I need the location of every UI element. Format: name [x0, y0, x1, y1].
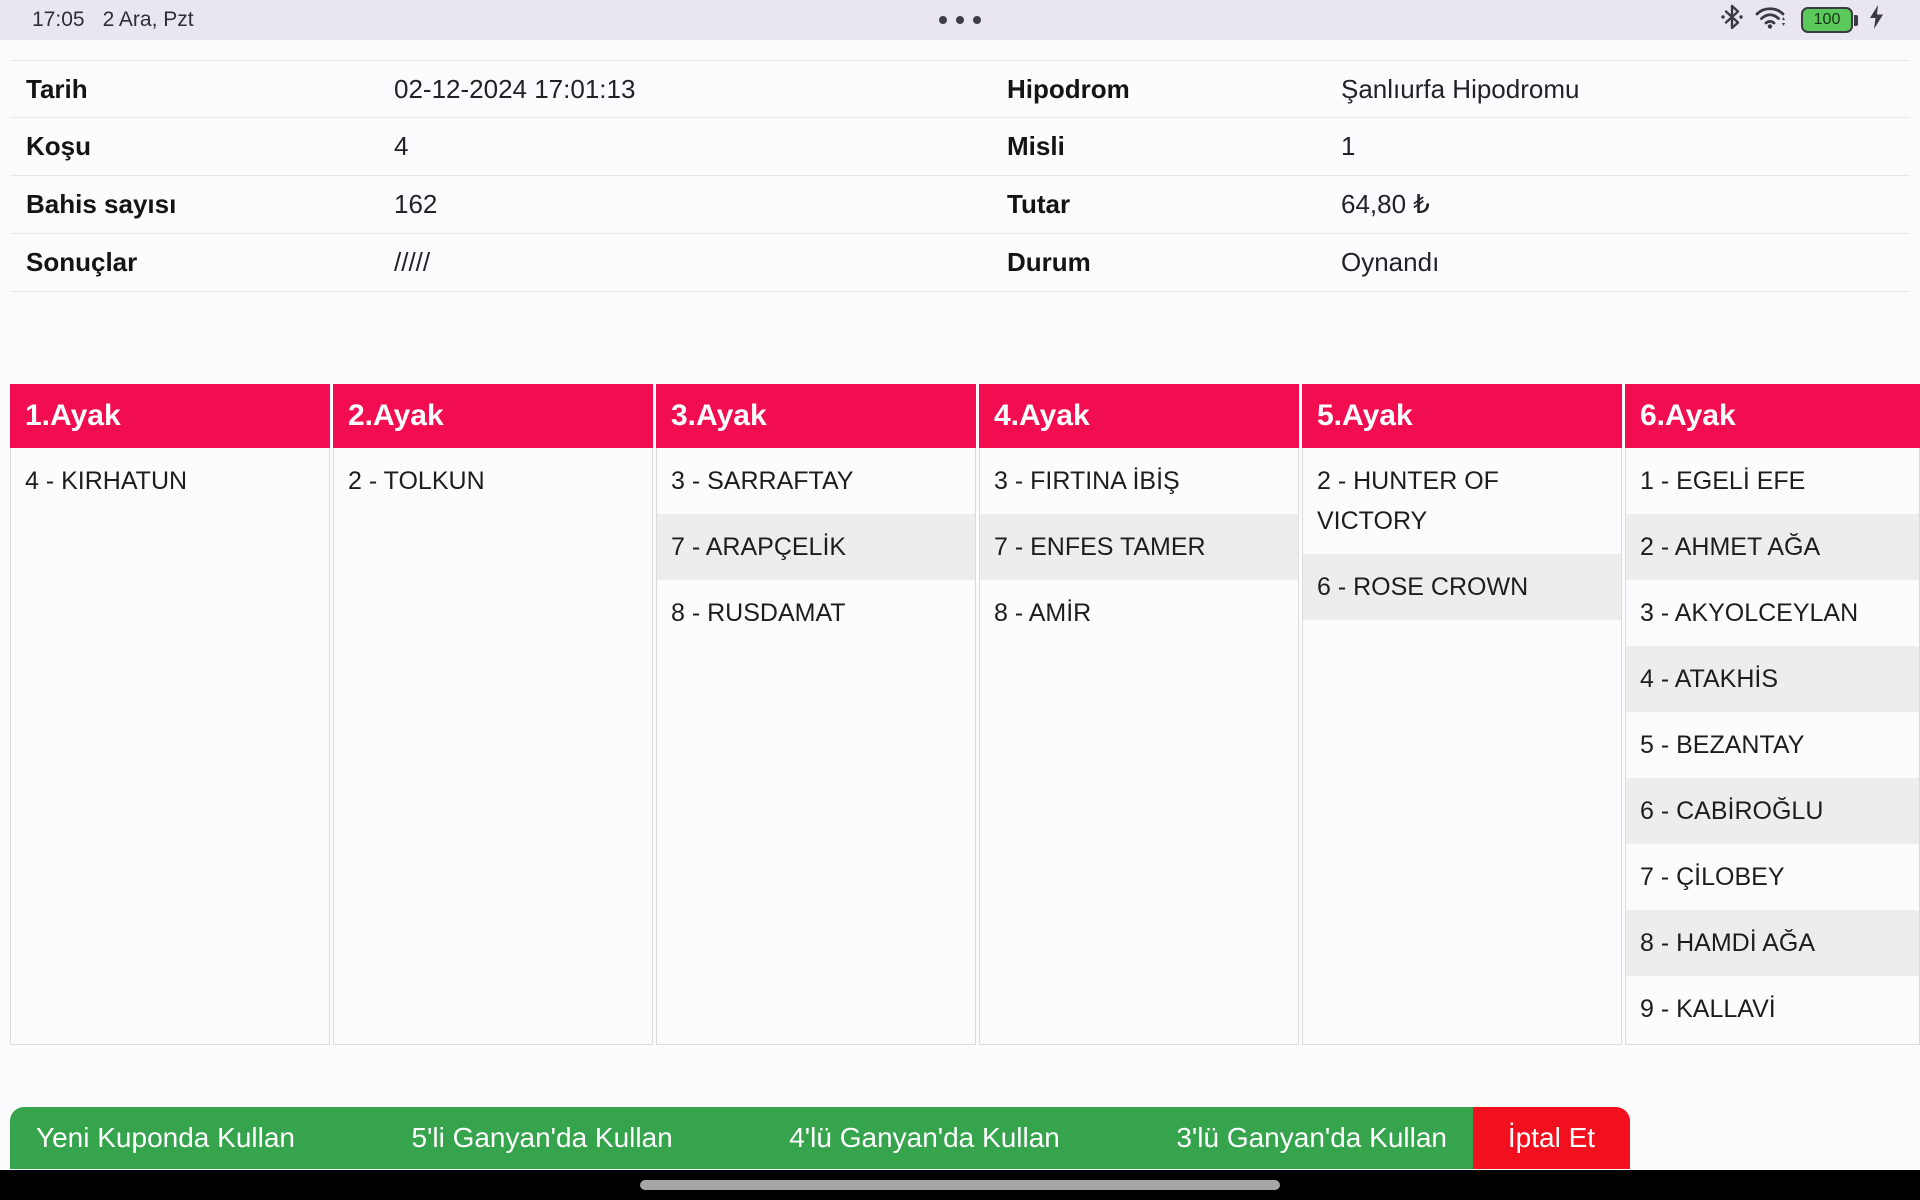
leg-body: 3 - FIRTINA İBİŞ 7 - ENFES TAMER 8 - AMİ… — [980, 448, 1298, 1044]
horse-row: 2 - HUNTER OF VICTORY — [1317, 467, 1499, 535]
status-date: 2 Ara, Pzt — [102, 8, 194, 31]
info-label: Tarih — [26, 73, 88, 104]
yeni-kuponda-kullan-button[interactable]: Yeni Kuponda Kullan — [36, 1122, 295, 1153]
horse-row: 5 - BEZANTAY — [1640, 731, 1805, 759]
status-bar-left: 17:05 2 Ara, Pzt — [32, 0, 194, 40]
4lu-ganyanda-kullan-button[interactable]: 4'lü Ganyan'da Kullan — [789, 1122, 1060, 1153]
horse-row: 4 - KIRHATUN — [25, 467, 188, 495]
leg-header: 6.Ayak — [1625, 384, 1920, 448]
clock: 17:05 — [32, 8, 85, 31]
5li-ganyanda-kullan-button[interactable]: 5'li Ganyan'da Kullan — [411, 1122, 673, 1153]
info-value: 1 — [1341, 131, 1356, 161]
horse-row: 8 - HAMDİ AĞA — [1626, 910, 1919, 976]
legs-table: 1.Ayak 4 - KIRHATUN 2.Ayak 2 - TOLKUN 3.… — [10, 384, 1920, 1045]
horse-row: 3 - SARRAFTAY — [671, 467, 854, 495]
info-value: Şanlıurfa Hipodromu — [1341, 73, 1580, 104]
leg-column-4: 4.Ayak 3 - FIRTINA İBİŞ 7 - ENFES TAMER … — [979, 384, 1299, 1045]
status-bar-icons: 100 — [1721, 0, 1884, 40]
leg-header: 2.Ayak — [333, 384, 653, 448]
leg-header: 4.Ayak — [979, 384, 1299, 448]
horse-row: 7 - ENFES TAMER — [980, 514, 1298, 580]
info-label: Sonuçlar — [26, 247, 138, 277]
dot-icon — [973, 16, 981, 24]
horse-row: 3 - FIRTINA İBİŞ — [994, 467, 1180, 495]
horse-row: 2 - AHMET AĞA — [1626, 514, 1919, 580]
wifi-icon — [1755, 4, 1789, 36]
horse-row: 4 - ATAKHİS — [1626, 646, 1919, 712]
info-value: 02-12-2024 17:01:13 — [394, 73, 636, 104]
info-label: Misli — [1007, 131, 1065, 161]
horse-row: 8 - RUSDAMAT — [671, 599, 846, 627]
horse-row: 7 - ARAPÇELİK — [657, 514, 975, 580]
info-label: Koşu — [26, 131, 91, 161]
status-bar: 17:05 2 Ara, Pzt — [0, 0, 1920, 40]
horse-row: 1 - EGELİ EFE — [1640, 467, 1806, 495]
info-value: ///// — [394, 247, 431, 277]
battery-percent: 100 — [1801, 7, 1853, 33]
coupon-info-table: Tarih 02-12-2024 17:01:13 Hipodrom Şanlı… — [10, 60, 1910, 292]
leg-body: 1 - EGELİ EFE 2 - AHMET AĞA 3 - AKYOLCEY… — [1626, 448, 1919, 1044]
horse-row: 7 - ÇİLOBEY — [1640, 863, 1785, 891]
charging-bolt-icon — [1870, 5, 1884, 35]
horse-row: 3 - AKYOLCEYLAN — [1640, 599, 1859, 627]
leg-body: 2 - TOLKUN — [334, 448, 652, 1044]
info-row: Sonuçlar ///// Durum Oynandı — [10, 234, 1910, 292]
horse-row: 2 - TOLKUN — [348, 467, 485, 495]
3lu-ganyanda-kullan-button[interactable]: 3'lü Ganyan'da Kullan — [1176, 1122, 1447, 1153]
leg-column-1: 1.Ayak 4 - KIRHATUN — [10, 384, 330, 1045]
more-indicator-icon — [0, 0, 1920, 40]
leg-header: 3.Ayak — [656, 384, 976, 448]
leg-column-6: 6.Ayak 1 - EGELİ EFE 2 - AHMET AĞA 3 - A… — [1625, 384, 1920, 1045]
info-value: 4 — [394, 131, 409, 161]
battery-icon: 100 — [1801, 7, 1858, 33]
horse-row: 9 - KALLAVİ — [1640, 995, 1776, 1023]
info-label: Tutar — [1007, 189, 1071, 219]
iptal-et-button[interactable]: İptal Et — [1473, 1107, 1630, 1169]
bluetooth-icon — [1721, 4, 1743, 36]
system-nav-bar — [0, 1170, 1920, 1200]
leg-body: 4 - KIRHATUN — [11, 448, 329, 1044]
info-row: Bahis sayısı 162 Tutar 64,80 ₺ — [10, 176, 1910, 234]
leg-column-2: 2.Ayak 2 - TOLKUN — [333, 384, 653, 1045]
leg-column-5: 5.Ayak 2 - HUNTER OF VICTORY 6 - ROSE CR… — [1302, 384, 1622, 1045]
info-label: Durum — [1007, 247, 1091, 277]
info-row: Koşu 4 Misli 1 — [10, 118, 1910, 176]
horse-row: 6 - CABİROĞLU — [1626, 778, 1919, 844]
horse-row: 6 - ROSE CROWN — [1303, 554, 1621, 620]
leg-header: 1.Ayak — [10, 384, 330, 448]
gesture-handle[interactable] — [640, 1180, 1280, 1190]
info-label: Hipodrom — [1007, 73, 1130, 104]
dot-icon — [939, 16, 947, 24]
info-row: Tarih 02-12-2024 17:01:13 Hipodrom Şanlı… — [10, 60, 1910, 118]
info-label: Bahis sayısı — [26, 189, 177, 219]
leg-column-3: 3.Ayak 3 - SARRAFTAY 7 - ARAPÇELİK 8 - R… — [656, 384, 976, 1045]
dot-icon — [956, 16, 964, 24]
battery-nub — [1854, 14, 1858, 26]
info-value: Oynandı — [1341, 247, 1440, 277]
horse-row: 8 - AMİR — [994, 599, 1092, 627]
info-value: 64,80 ₺ — [1341, 189, 1430, 219]
info-value: 162 — [394, 189, 438, 219]
leg-header: 5.Ayak — [1302, 384, 1622, 448]
leg-body: 3 - SARRAFTAY 7 - ARAPÇELİK 8 - RUSDAMAT — [657, 448, 975, 1044]
leg-body: 2 - HUNTER OF VICTORY 6 - ROSE CROWN — [1303, 448, 1621, 1044]
action-bar: Yeni Kuponda Kullan 5'li Ganyan'da Kulla… — [10, 1107, 1473, 1169]
